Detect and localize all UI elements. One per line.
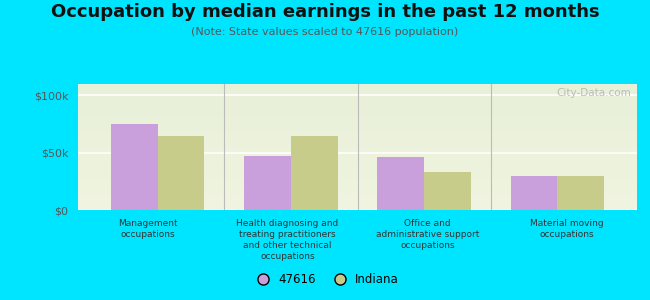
Bar xyxy=(291,136,337,210)
Bar xyxy=(244,156,291,210)
Bar xyxy=(111,124,158,210)
Text: Health diagnosing and
treating practitioners
and other technical
occupations: Health diagnosing and treating practitio… xyxy=(237,219,339,261)
Legend: 47616, Indiana: 47616, Indiana xyxy=(246,269,404,291)
Text: (Note: State values scaled to 47616 population): (Note: State values scaled to 47616 popu… xyxy=(191,27,459,37)
Text: Occupation by median earnings in the past 12 months: Occupation by median earnings in the pas… xyxy=(51,3,599,21)
Bar xyxy=(557,176,604,210)
Text: Office and
administrative support
occupations: Office and administrative support occupa… xyxy=(376,219,479,250)
Text: City-Data.com: City-Data.com xyxy=(556,88,631,98)
Text: Management
occupations: Management occupations xyxy=(118,219,177,239)
Bar xyxy=(158,136,205,210)
Bar xyxy=(424,172,471,210)
Bar xyxy=(510,176,557,210)
Text: Material moving
occupations: Material moving occupations xyxy=(530,219,604,239)
Bar xyxy=(378,157,424,210)
